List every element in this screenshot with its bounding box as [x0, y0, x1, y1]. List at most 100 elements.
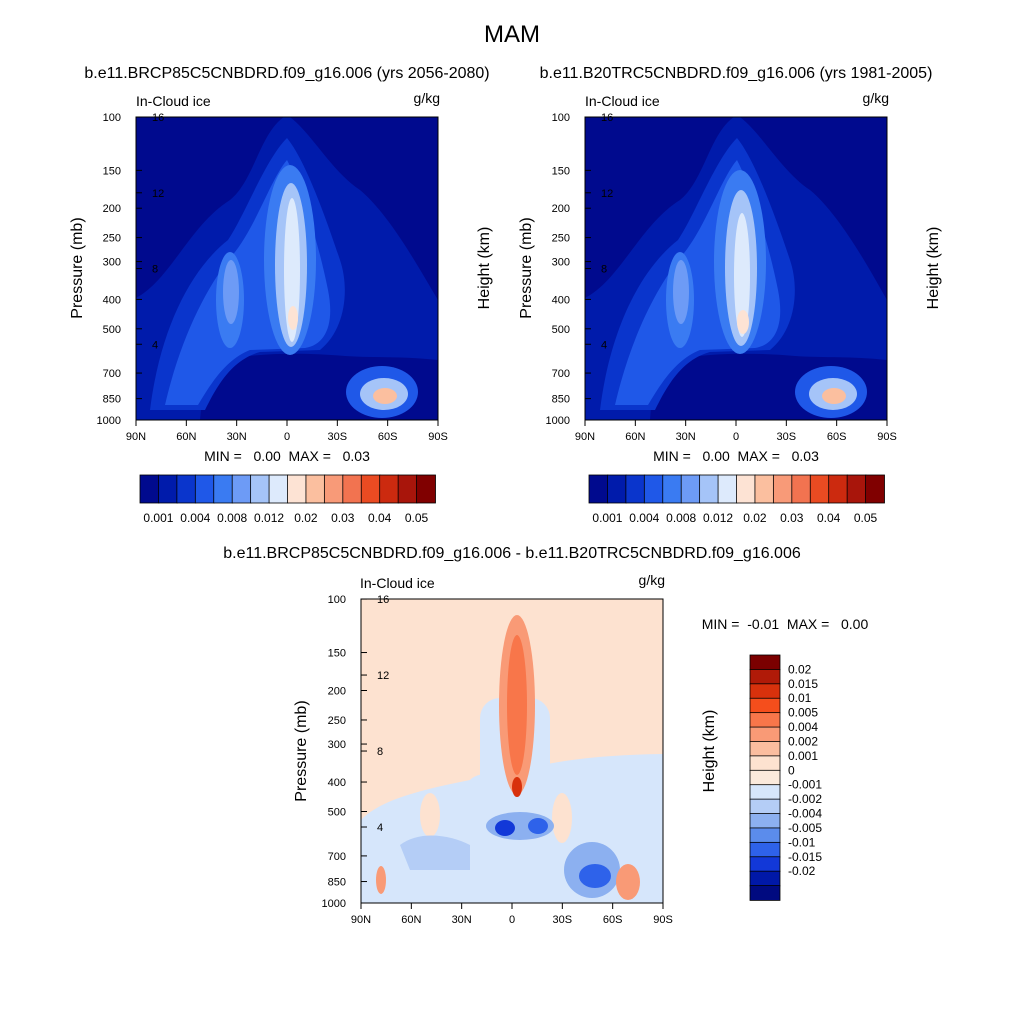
pressure-tick-label: 250 — [103, 233, 121, 245]
panel-2-units: g/kg — [863, 90, 889, 106]
colorbar-swatch — [662, 474, 683, 504]
pressure-tick-label: 1000 — [546, 415, 570, 427]
panel-1-height-ticks: 16 12 8 4 — [136, 112, 164, 351]
panel-2-pressure-ticks: 100 150 200 250 300 400 500 700 850 1000 — [546, 112, 591, 427]
pressure-tick-label: 400 — [328, 777, 346, 789]
pressure-tick-label: 850 — [552, 394, 570, 406]
colorbar-swatch — [749, 798, 781, 815]
colorbar-label: 0.04 — [817, 511, 841, 525]
lat-tick-label: 30N — [452, 914, 472, 926]
colorbar-label: -0.005 — [788, 821, 822, 835]
colorbar-swatch — [749, 841, 781, 858]
lat-tick-label: 90N — [126, 431, 146, 443]
colorbar-swatch — [305, 474, 326, 504]
pressure-tick-label: 250 — [552, 233, 570, 245]
colorbar-swatch — [749, 784, 781, 800]
colorbar-label: -0.02 — [788, 864, 816, 878]
panel-3-tropical-positive-core — [512, 777, 522, 797]
panel-3-positive-blob-a — [420, 793, 440, 837]
colorbar-label: 0.002 — [788, 734, 818, 748]
lat-tick-label: 0 — [284, 431, 290, 443]
colorbar-swatch — [139, 474, 160, 504]
colorbar-label: -0.002 — [788, 792, 822, 806]
pressure-tick-label: 150 — [103, 165, 121, 177]
colorbar-swatch — [754, 474, 775, 504]
colorbar-swatch — [231, 474, 252, 504]
pressure-tick-label: 200 — [552, 203, 570, 215]
panel-3-plot-area — [361, 599, 663, 903]
lat-tick-label: 30N — [676, 431, 696, 443]
lat-tick-label: 60N — [625, 431, 645, 443]
pressure-tick-label: 1000 — [322, 898, 346, 910]
panel-3-minmax: MIN = -0.01 MAX = 0.00 — [702, 616, 869, 632]
lat-tick-label: 60N — [176, 431, 196, 443]
panel-1-minmax: MIN = 0.00 MAX = 0.03 — [204, 448, 370, 464]
colorbar-swatch — [625, 474, 646, 504]
colorbar-swatch — [749, 755, 781, 772]
height-tick-label: 8 — [601, 264, 607, 276]
panel-3-pressure-ticks: 100 150 200 250 300 400 500 700 850 1000 — [322, 594, 367, 910]
panel-2-field-label: In-Cloud ice — [585, 93, 660, 109]
height-tick-label: 16 — [601, 112, 613, 124]
lat-tick-label: 30N — [227, 431, 247, 443]
colorbar-swatch — [846, 474, 867, 504]
height-tick-label: 12 — [377, 670, 389, 682]
colorbar-swatch — [749, 697, 781, 714]
pressure-tick-label: 300 — [103, 257, 121, 269]
panel-2-minmax: MIN = 0.00 MAX = 0.03 — [653, 448, 819, 464]
colorbar-swatch — [158, 474, 178, 504]
height-tick-label: 8 — [152, 264, 158, 276]
panel-3-lower-negative-region — [400, 835, 470, 870]
pressure-tick-label: 300 — [552, 257, 570, 269]
colorbar-label: 0.015 — [788, 677, 818, 691]
colorbar-swatch — [749, 870, 781, 887]
panel-2-tropical-column-inner — [734, 213, 750, 337]
colorbar-swatch — [749, 654, 781, 671]
colorbar-label: -0.01 — [788, 835, 816, 849]
panel-2-sh-storm-inner — [822, 388, 846, 404]
panel-3-height-ticks: 16 12 8 4 — [361, 594, 389, 834]
pressure-tick-label: 250 — [328, 715, 346, 727]
panel-1-colorbar: 0.001 0.004 0.008 0.012 0.02 0.03 0.04 0.05 — [139, 474, 436, 525]
colorbar-swatch — [749, 741, 781, 757]
colorbar-swatch — [379, 474, 400, 504]
pressure-tick-label: 100 — [103, 112, 121, 124]
height-tick-label: 8 — [377, 746, 383, 758]
colorbar-swatch — [342, 474, 363, 504]
panel-2: b.e11.B20TRC5CNBDRD.f09_g16.006 (yrs 198… — [518, 65, 942, 525]
colorbar-swatch — [749, 885, 781, 901]
colorbar-swatch — [749, 813, 781, 829]
colorbar-swatch — [865, 474, 885, 504]
colorbar-swatch — [250, 474, 270, 504]
lat-tick-label: 90N — [351, 914, 371, 926]
colorbar-swatch — [360, 474, 381, 504]
panel-3-positive-blob-b — [552, 793, 572, 843]
lat-tick-label: 0 — [733, 431, 739, 443]
colorbar-label: 0.04 — [368, 511, 392, 525]
lat-tick-label: 60S — [827, 431, 847, 443]
panel-3-nh-positive — [376, 866, 386, 894]
pressure-tick-label: 400 — [103, 294, 121, 306]
panel-2-height-ticks: 16 12 8 4 — [585, 112, 613, 351]
lat-tick-label: 60S — [378, 431, 398, 443]
panel-3-field-label: In-Cloud ice — [360, 575, 435, 591]
pressure-tick-label: 500 — [103, 324, 121, 336]
panel-2-title: b.e11.B20TRC5CNBDRD.f09_g16.006 (yrs 198… — [540, 65, 933, 82]
colorbar-label: 0.004 — [629, 511, 659, 525]
pressure-tick-label: 1000 — [97, 415, 121, 427]
pressure-tick-label: 400 — [552, 294, 570, 306]
colorbar-swatch — [749, 827, 781, 844]
panel-2-lat-ticks: 90N 60N 30N 0 30S 60S 90S — [575, 420, 897, 443]
colorbar-swatch — [736, 474, 756, 504]
panel-1-y2label: Height (km) — [476, 227, 493, 310]
lat-tick-label: 90S — [877, 431, 897, 443]
colorbar-label: 0.05 — [854, 511, 878, 525]
panel-1-tropical-max — [288, 306, 298, 330]
colorbar-swatch — [749, 712, 781, 728]
colorbar-swatch — [323, 474, 344, 504]
pressure-tick-label: 200 — [103, 203, 121, 215]
panel-1: b.e11.BRCP85C5CNBDRD.f09_g16.006 (yrs 20… — [69, 65, 493, 525]
colorbar-swatch — [828, 474, 849, 504]
colorbar-swatch — [268, 474, 289, 504]
panel-3-title: b.e11.BRCP85C5CNBDRD.f09_g16.006 - b.e11… — [223, 545, 801, 562]
